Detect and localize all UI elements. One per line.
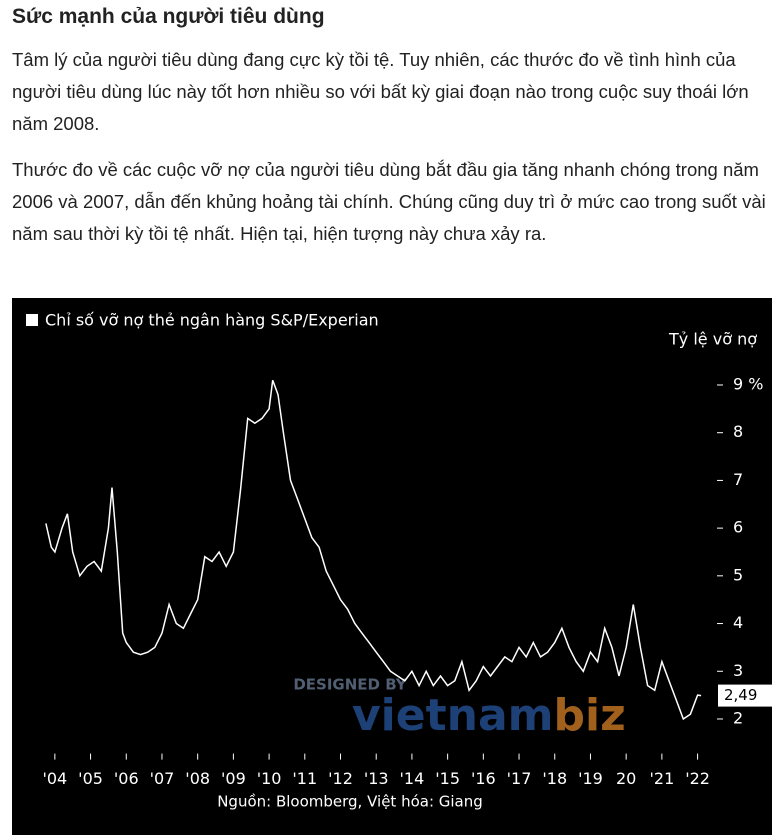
x-tick-label: '06 [114,769,139,788]
legend-swatch [26,314,38,326]
x-tick-label: '10 [257,769,282,788]
x-tick-label: '17 [507,769,532,788]
value-label-box [718,684,772,707]
x-tick-label: '13 [364,769,389,788]
x-tick-label: '16 [471,769,496,788]
x-tick-label: '09 [221,769,246,788]
y-axis-label: Tỷ lệ vỡ nợ [668,330,757,349]
chart: Chỉ số vỡ nợ thẻ ngân hàng S&P/Experian … [12,298,772,835]
x-tick-label: '07 [150,769,175,788]
y-tick-label: 7 [733,470,743,489]
watermark: DESIGNED BY [293,676,407,694]
x-tick-label: '18 [542,769,567,788]
x-tick-label: '11 [292,769,317,788]
legend-label: Chỉ số vỡ nợ thẻ ngân hàng S&P/Experian [45,311,379,330]
x-tick-label: 20 [616,769,636,788]
x-tick-label: '12 [328,769,353,788]
y-tick-label: 4 [733,613,743,632]
y-tick-label: 2 [733,708,743,727]
y-tick-label: 3 [733,661,743,680]
x-tick-label: '14 [400,769,425,788]
paragraph: Tâm lý của người tiêu dùng đang cực kỳ t… [12,49,749,134]
paragraph: Thước đo về các cuộc vỡ nợ của người tiê… [12,159,766,244]
y-tick-label: 9 % [733,374,763,393]
x-tick-label: '05 [78,769,103,788]
watermark: vietnambiz [352,690,626,741]
x-tick-label: '21 [649,769,674,788]
data-line [45,379,702,721]
watermark-part: vietnam [352,690,554,741]
x-tick-label: '19 [578,769,603,788]
y-tick-label: 8 [733,422,743,441]
x-tick-label: '22 [685,769,710,788]
y-tick-label: 6 [733,518,743,537]
value-label: 2,49 [724,686,757,704]
x-tick-label: '15 [435,769,460,788]
x-tick-label: '04 [42,769,67,788]
heading: Sức mạnh của người tiêu dùng [12,5,325,28]
watermark-part: biz [554,690,626,741]
x-tick-label: '08 [185,769,210,788]
source: Nguồn: Bloomberg, Việt hóa: Giang [217,793,483,811]
chart-background [12,298,772,835]
y-tick-label: 5 [733,565,743,584]
